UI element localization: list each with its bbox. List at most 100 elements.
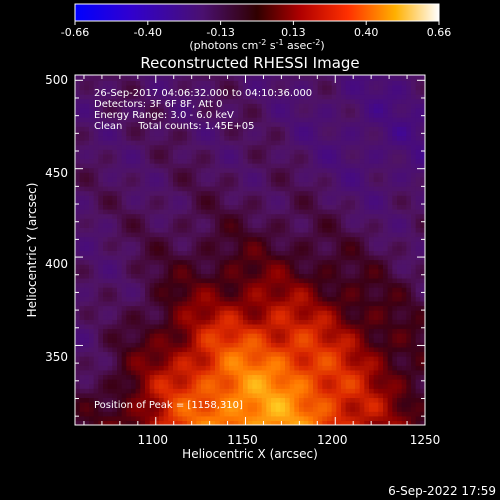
heatmap-cell — [280, 176, 286, 183]
heatmap-cell — [121, 397, 127, 403]
heatmap-cell — [355, 163, 361, 169]
heatmap-cell — [149, 337, 155, 343]
heatmap-cell — [308, 406, 314, 412]
heatmap-cell — [163, 323, 169, 330]
heatmap-cell — [187, 121, 193, 127]
heatmap-cell — [229, 254, 235, 261]
heatmap-cell — [317, 245, 323, 251]
heatmap-cell — [252, 402, 258, 408]
heatmap-cell — [359, 250, 365, 256]
heatmap-cell — [187, 300, 193, 307]
heatmap-cell — [112, 121, 118, 127]
heatmap-cell — [341, 333, 347, 339]
heatmap-cell — [177, 264, 183, 270]
heatmap-cell — [359, 402, 365, 408]
heatmap-cell — [135, 213, 141, 219]
heatmap-cell — [173, 337, 179, 343]
heatmap-cell — [341, 291, 347, 297]
heatmap-cell — [308, 397, 314, 403]
heatmap-cell — [345, 305, 351, 311]
heatmap-cell — [322, 84, 328, 91]
heatmap-cell — [303, 420, 309, 425]
heatmap-cell — [331, 346, 337, 353]
heatmap-cell — [238, 218, 244, 224]
heatmap-cell — [93, 383, 99, 389]
heatmap-cell — [336, 181, 342, 187]
heatmap-cell — [289, 369, 295, 376]
heatmap-cell — [224, 360, 230, 366]
heatmap-cell — [280, 222, 286, 228]
heatmap-cell — [327, 383, 333, 389]
heatmap-cell — [345, 365, 351, 371]
heatmap-cell — [369, 117, 375, 123]
heatmap-cell — [289, 140, 295, 146]
heatmap-cell — [247, 254, 253, 261]
heatmap-cell — [126, 351, 132, 357]
heatmap-cell — [271, 130, 277, 137]
heatmap-cell — [229, 411, 235, 417]
heatmap-cell — [79, 402, 85, 408]
heatmap-cell — [224, 144, 230, 150]
heatmap-cell — [369, 411, 375, 417]
heatmap-cell — [355, 195, 361, 201]
heatmap-cell — [159, 379, 165, 385]
heatmap-cell — [252, 213, 258, 219]
heatmap-cell — [205, 227, 211, 233]
heatmap-cell — [308, 117, 314, 123]
heatmap-cell — [215, 333, 221, 339]
heatmap-cell — [168, 392, 174, 399]
heatmap-cell — [280, 296, 286, 302]
heatmap-cell — [98, 365, 104, 371]
heatmap-cell — [341, 259, 347, 265]
heatmap-cell — [341, 264, 347, 270]
heatmap-cell — [135, 98, 141, 104]
heatmap-cell — [336, 374, 342, 380]
heatmap-cell — [107, 121, 113, 127]
heatmap-cell — [336, 236, 342, 242]
heatmap-cell — [266, 268, 272, 274]
heatmap-cell — [266, 264, 272, 270]
heatmap-cell — [271, 365, 277, 371]
heatmap-cell — [187, 287, 193, 293]
heatmap-cell — [154, 135, 160, 141]
heatmap-cell — [359, 392, 365, 399]
heatmap-cell — [243, 259, 249, 265]
heatmap-cell — [289, 374, 295, 380]
heatmap-cell — [117, 383, 123, 389]
heatmap-cell — [103, 328, 109, 334]
heatmap-cell — [117, 305, 123, 311]
heatmap-cell — [359, 342, 365, 348]
heatmap-cell — [79, 365, 85, 371]
heatmap-cell — [257, 342, 263, 348]
heatmap-cell — [121, 374, 127, 380]
heatmap-cell — [327, 319, 333, 325]
heatmap-cell — [140, 346, 146, 353]
heatmap-cell — [210, 383, 216, 389]
heatmap-cell — [350, 305, 356, 311]
heatmap-cell — [154, 75, 160, 77]
heatmap-cell — [187, 388, 193, 394]
heatmap-cell — [257, 319, 263, 325]
heatmap-cell — [247, 333, 253, 339]
heatmap-cell — [359, 296, 365, 302]
heatmap-cell — [364, 254, 370, 261]
heatmap-cell — [159, 319, 165, 325]
heatmap-cell — [201, 144, 207, 150]
heatmap-cell — [247, 172, 253, 178]
heatmap-cell — [219, 314, 225, 320]
heatmap-cell — [107, 296, 113, 302]
heatmap-cell — [336, 163, 342, 169]
heatmap-cell — [168, 319, 174, 325]
heatmap-cell — [205, 300, 211, 307]
heatmap-cell — [159, 75, 165, 81]
heatmap-cell — [103, 392, 109, 399]
heatmap-cell — [229, 103, 235, 109]
heatmap-cell — [266, 365, 272, 371]
heatmap-cell — [299, 241, 305, 247]
heatmap-cell — [247, 273, 253, 279]
heatmap-cell — [224, 420, 230, 425]
heatmap-cell — [196, 227, 202, 233]
heatmap-cell — [149, 351, 155, 357]
heatmap-cell — [103, 259, 109, 265]
heatmap-cell — [289, 163, 295, 169]
